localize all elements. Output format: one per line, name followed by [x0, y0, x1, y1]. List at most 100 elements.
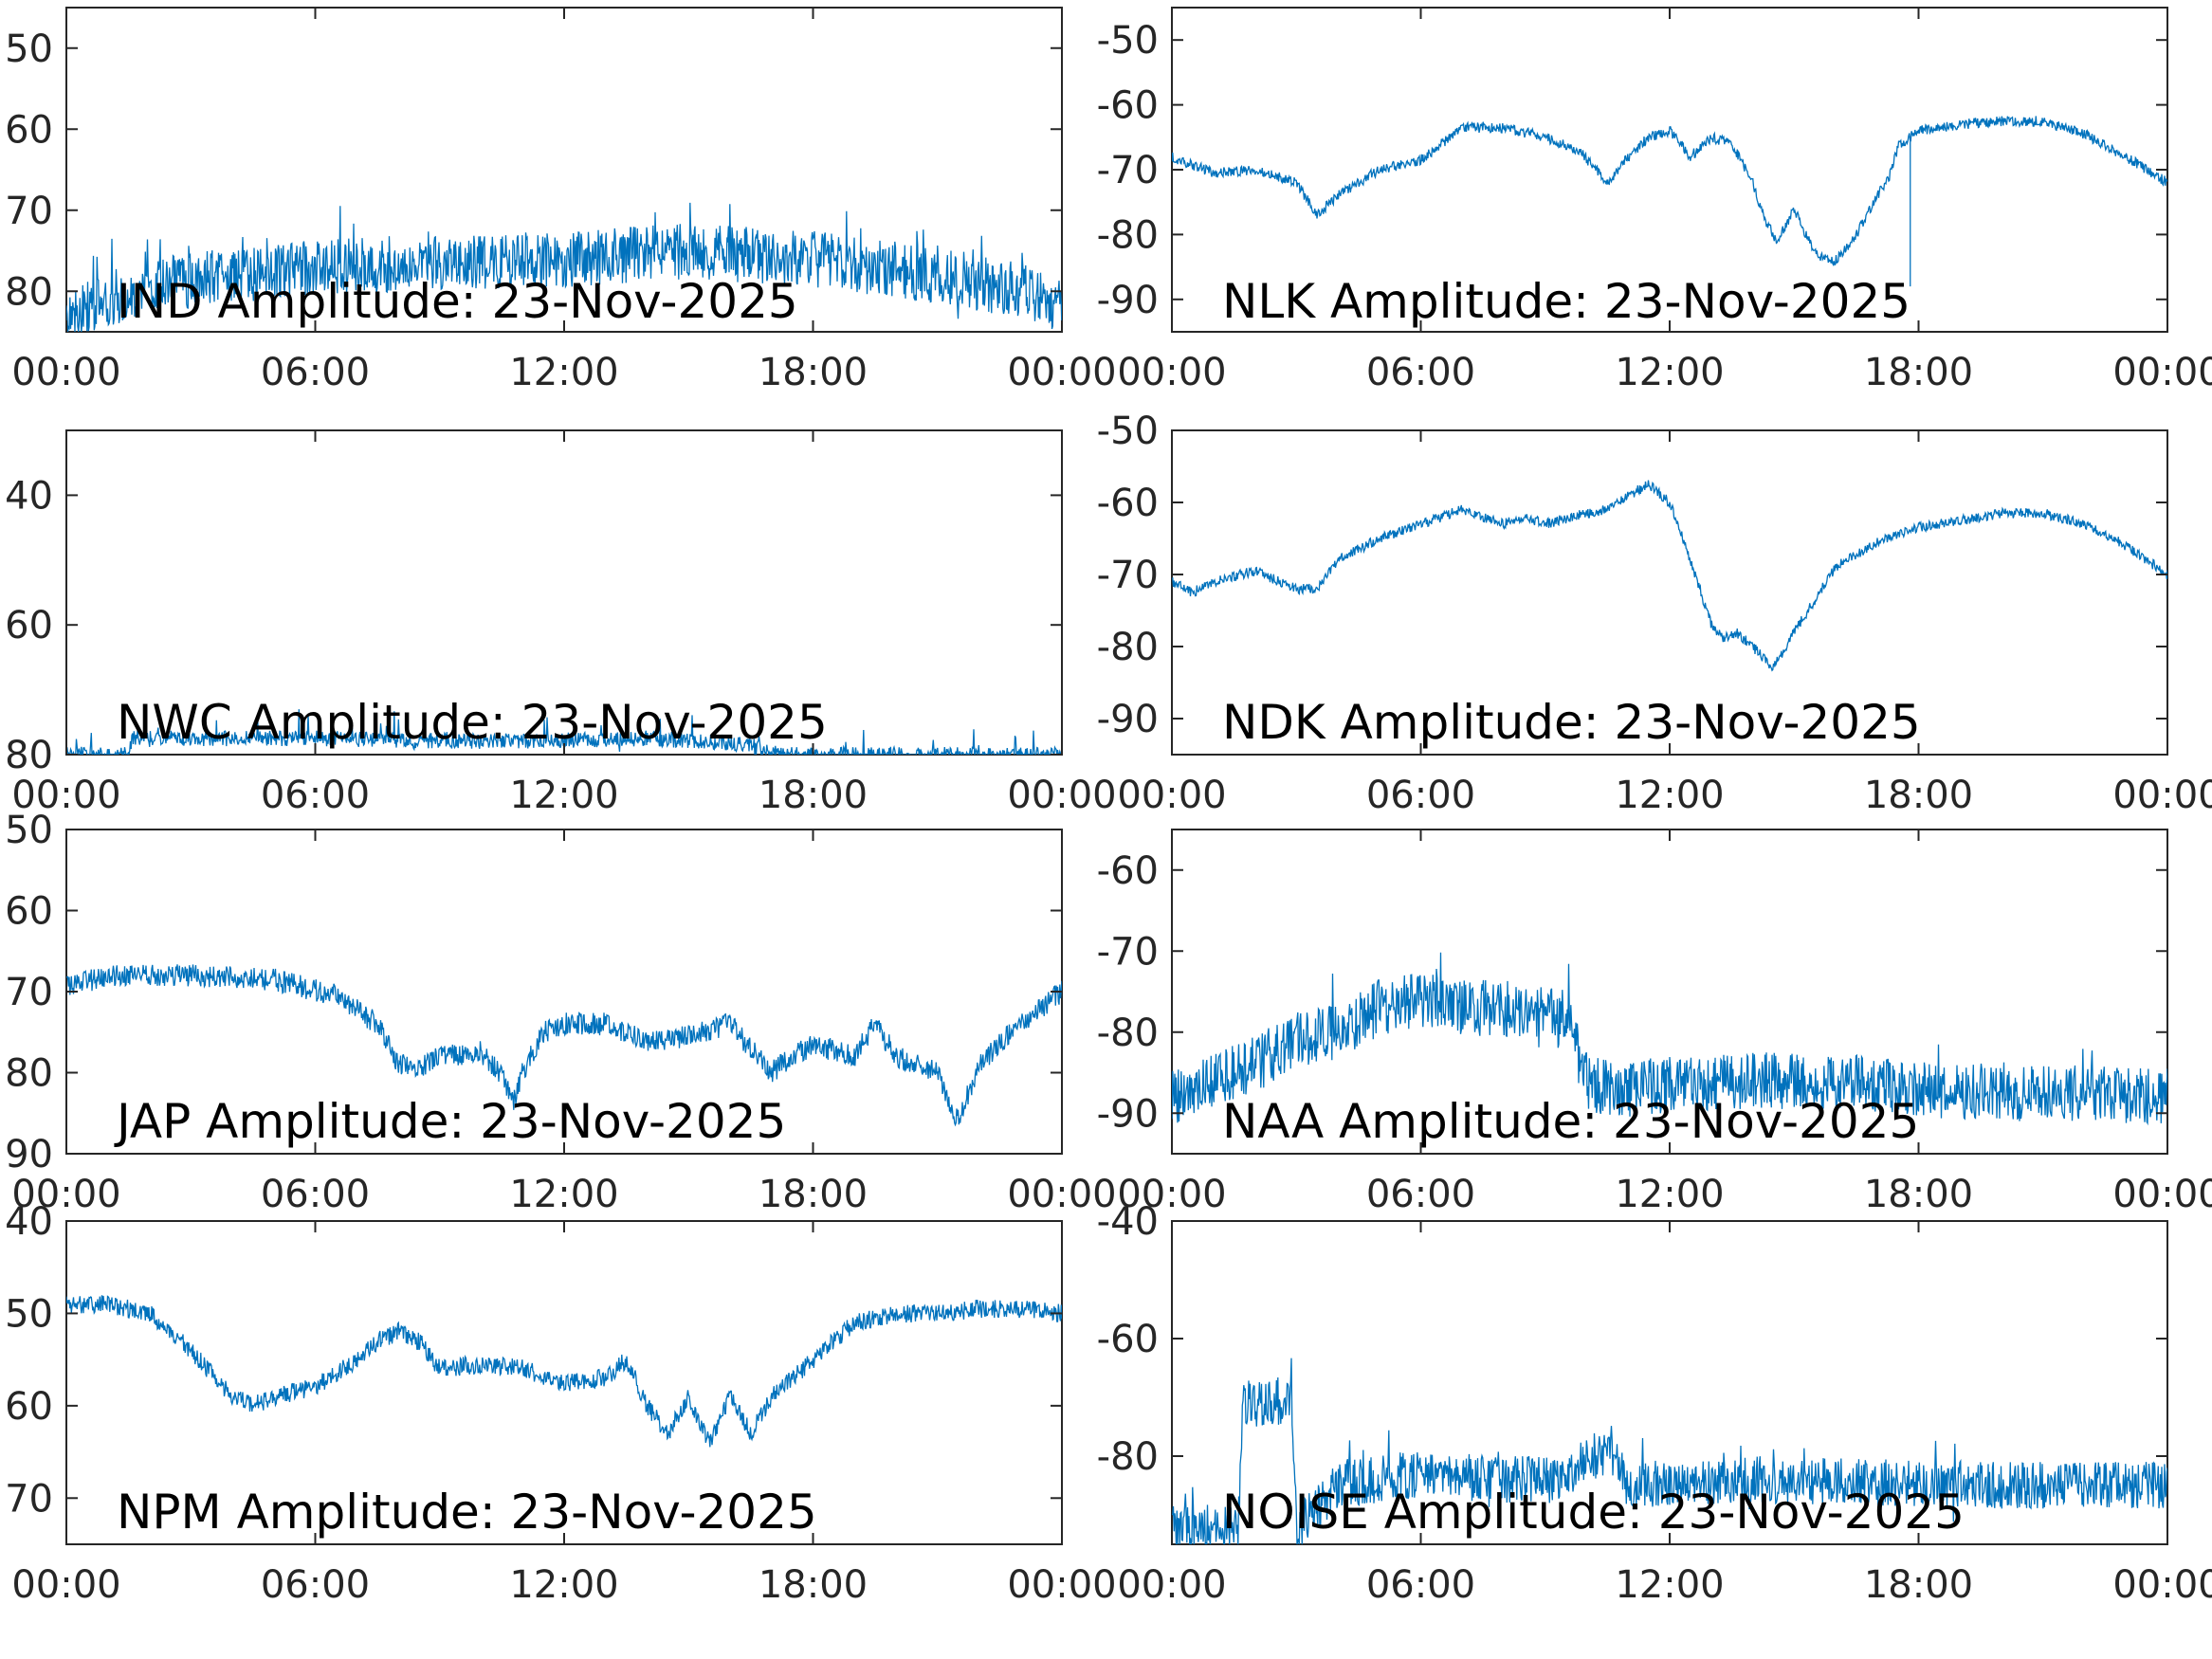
y-tick-label: 60	[5, 604, 53, 647]
panel-jap: 00:00 06:00 12:00 18:00 00:00 50 60 70 80 90 JAP …	[5, 809, 1117, 1216]
y-tick-label: 50	[5, 27, 53, 71]
x-tick-label: 00:00	[11, 774, 120, 817]
y-tick-label: -90	[1097, 279, 1159, 322]
x-tick-label: 00:00	[1117, 351, 1226, 394]
x-tick-label: 00:00	[1117, 1173, 1226, 1216]
x-tick-label: 18:00	[1864, 1173, 1973, 1216]
x-tick-label: 00:00	[1007, 774, 1116, 817]
x-tick-label: 12:00	[1615, 1173, 1724, 1216]
y-tick-label: -70	[1097, 554, 1159, 597]
x-tick-label: 06:00	[261, 1563, 370, 1607]
panel-naa: 00:00 06:00 12:00 18:00 00:00 -60 -70 -80 -90 NA…	[1097, 829, 2212, 1216]
y-tick-label: 80	[5, 270, 53, 314]
x-tick-label: 06:00	[1366, 1173, 1475, 1216]
y-tick-label: 60	[5, 890, 53, 934]
x-tick-label: 00:00	[2112, 774, 2212, 817]
panel-ind: 00:00 06:00 12:00 18:00 00:00 50 60 70 80 IND Am…	[5, 7, 1117, 394]
y-tick-label: -50	[1097, 410, 1159, 453]
x-tick-label: 12:00	[1615, 1563, 1724, 1607]
y-tick-label: -90	[1097, 1092, 1159, 1136]
panel-title: IND Amplitude: 23-Nov-2025	[117, 274, 798, 329]
y-tick-label: 70	[5, 190, 53, 233]
y-tick-label: 40	[5, 474, 53, 518]
x-tick-label: 18:00	[759, 774, 868, 817]
y-tick-label: -60	[1097, 1318, 1159, 1361]
x-tick-label: 06:00	[1366, 774, 1475, 817]
panel-title: NLK Amplitude: 23-Nov-2025	[1222, 274, 1910, 329]
series-line	[66, 1295, 1062, 1448]
series-line	[1172, 480, 2167, 672]
y-tick-label: 50	[5, 809, 53, 852]
series-line	[1172, 952, 2167, 1126]
axes-frame	[1171, 429, 2168, 756]
panel-npm: 00:00 06:00 12:00 18:00 00:00 40 50 60 70 NPM Am…	[5, 1200, 1117, 1607]
y-tick-label: 40	[5, 1200, 53, 1244]
panel-ndk: 00:00 06:00 12:00 18:00 00:00 -50 -60 -70 -80 -90…	[1097, 410, 2212, 817]
x-tick-label: 12:00	[1615, 774, 1724, 817]
y-tick-label: 90	[5, 1133, 53, 1176]
x-tick-label: 00:00	[11, 351, 120, 394]
x-tick-label: 00:00	[1007, 351, 1116, 394]
panel-nlk: 00:00 06:00 12:00 18:00 00:00 -50 -60 -70 -80 -90…	[1097, 7, 2212, 394]
x-tick-label: 00:00	[1007, 1563, 1116, 1607]
y-tick-label: -70	[1097, 930, 1159, 974]
series-line	[1172, 1358, 2167, 1544]
panel-title: NOISE Amplitude: 23-Nov-2025	[1222, 1485, 1965, 1540]
x-tick-label: 18:00	[759, 1173, 868, 1216]
x-tick-label: 18:00	[1864, 774, 1973, 817]
x-tick-label: 12:00	[509, 1173, 618, 1216]
x-tick-label: 12:00	[1615, 351, 1724, 394]
x-tick-label: 12:00	[509, 351, 618, 394]
x-tick-label: 00:00	[2112, 1563, 2212, 1607]
panel-nwc: 00:00 06:00 12:00 18:00 00:00 40 60 80 NWC Ampl…	[5, 429, 1117, 817]
y-tick-label: -80	[1097, 626, 1159, 669]
x-tick-label: 18:00	[1864, 351, 1973, 394]
x-tick-label: 12:00	[509, 774, 618, 817]
x-tick-label: 00:00	[2112, 351, 2212, 394]
x-tick-label: 00:00	[1007, 1173, 1116, 1216]
x-tick-label: 00:00	[1117, 774, 1226, 817]
x-tick-label: 00:00	[2112, 1173, 2212, 1216]
y-tick-label: 70	[5, 1477, 53, 1521]
series-line	[66, 964, 1062, 1127]
y-tick-label: -60	[1097, 849, 1159, 893]
x-tick-label: 06:00	[1366, 351, 1475, 394]
series-line	[66, 202, 1062, 332]
x-tick-label: 06:00	[1366, 1563, 1475, 1607]
panel-title: NPM Amplitude: 23-Nov-2025	[117, 1485, 817, 1540]
series-line	[66, 709, 1062, 755]
y-tick-label: 60	[5, 108, 53, 152]
y-tick-label: -70	[1097, 149, 1159, 192]
panel-title: NWC Amplitude: 23-Nov-2025	[117, 695, 828, 750]
x-tick-label: 00:00	[1117, 1563, 1226, 1607]
series-line	[1172, 116, 2167, 266]
axes-frame	[1171, 829, 2168, 1155]
panel-noise: 00:00 06:00 12:00 18:00 00:00 -40 -60 -80 NOISE…	[1097, 1200, 2212, 1607]
y-tick-label: 60	[5, 1385, 53, 1429]
y-tick-label: 80	[5, 734, 53, 777]
x-tick-label: 12:00	[509, 1563, 618, 1607]
y-tick-label: 80	[5, 1052, 53, 1096]
x-tick-label: 00:00	[11, 1173, 120, 1216]
y-tick-label: -60	[1097, 84, 1159, 128]
x-tick-label: 18:00	[759, 351, 868, 394]
y-tick-label: 70	[5, 971, 53, 1014]
x-tick-label: 06:00	[261, 1173, 370, 1216]
y-tick-label: -90	[1097, 698, 1159, 741]
x-tick-label: 18:00	[1864, 1563, 1973, 1607]
y-tick-label: -80	[1097, 1012, 1159, 1055]
x-tick-label: 06:00	[261, 774, 370, 817]
panel-title: NAA Amplitude: 23-Nov-2025	[1222, 1094, 1919, 1149]
y-tick-label: 50	[5, 1292, 53, 1336]
x-tick-label: 06:00	[261, 351, 370, 394]
x-tick-label: 18:00	[759, 1563, 868, 1607]
panel-title: NDK Amplitude: 23-Nov-2025	[1222, 695, 1921, 750]
y-tick-label: -60	[1097, 482, 1159, 525]
y-tick-label: -80	[1097, 213, 1159, 257]
y-tick-label: -80	[1097, 1435, 1159, 1479]
panel-title: JAP Amplitude: 23-Nov-2025	[114, 1094, 786, 1149]
y-tick-label: -50	[1097, 19, 1159, 63]
x-tick-label: 00:00	[11, 1563, 120, 1607]
y-tick-label: -40	[1097, 1200, 1159, 1244]
